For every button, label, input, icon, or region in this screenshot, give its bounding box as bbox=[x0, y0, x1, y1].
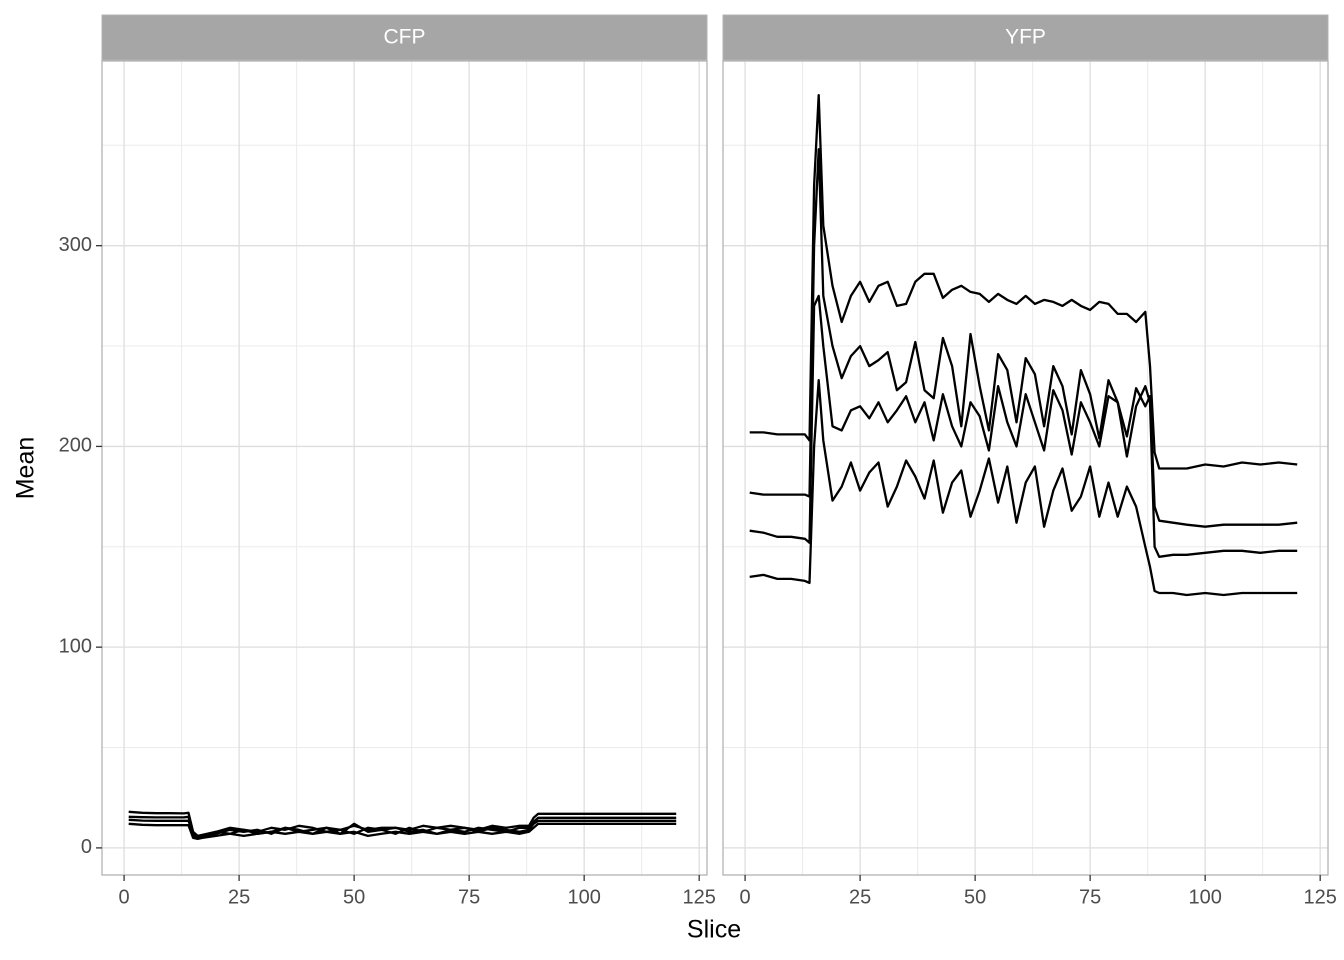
strip-label: YFP bbox=[1005, 26, 1046, 49]
series-line bbox=[749, 93, 1298, 470]
x-tick-label: 125 bbox=[1303, 886, 1336, 908]
strip bbox=[101, 14, 708, 61]
y-tick-label: 200 bbox=[59, 435, 92, 457]
strip bbox=[722, 14, 1329, 61]
x-tick-label: 75 bbox=[458, 886, 480, 908]
panel-background bbox=[102, 61, 707, 875]
strip-label: CFP bbox=[384, 26, 426, 49]
series-line bbox=[749, 294, 1298, 558]
series-line bbox=[749, 148, 1298, 528]
y-tick-label: 100 bbox=[59, 635, 92, 657]
x-tick-label: 50 bbox=[343, 886, 365, 908]
x-tick-label: 0 bbox=[119, 886, 130, 908]
x-tick-label: 125 bbox=[682, 886, 715, 908]
x-tick-label: 50 bbox=[964, 886, 986, 908]
x-axis-title: Slice bbox=[687, 916, 741, 944]
panel-background bbox=[723, 61, 1328, 875]
y-tick-label: 300 bbox=[59, 234, 92, 256]
series-line bbox=[128, 822, 677, 841]
x-tick-label: 75 bbox=[1079, 886, 1101, 908]
x-tick-label: 25 bbox=[849, 886, 871, 908]
x-tick-label: 100 bbox=[1188, 886, 1221, 908]
panel-border bbox=[101, 60, 708, 876]
x-tick-label: 100 bbox=[567, 886, 600, 908]
x-tick-label: 25 bbox=[228, 886, 250, 908]
y-tick-label: 0 bbox=[81, 836, 92, 858]
series-line bbox=[128, 818, 677, 838]
series-line bbox=[128, 815, 677, 840]
panel-border bbox=[722, 60, 1329, 876]
x-tick-label: 0 bbox=[740, 886, 751, 908]
series-line bbox=[749, 379, 1298, 597]
y-axis-title: Mean bbox=[12, 437, 40, 500]
